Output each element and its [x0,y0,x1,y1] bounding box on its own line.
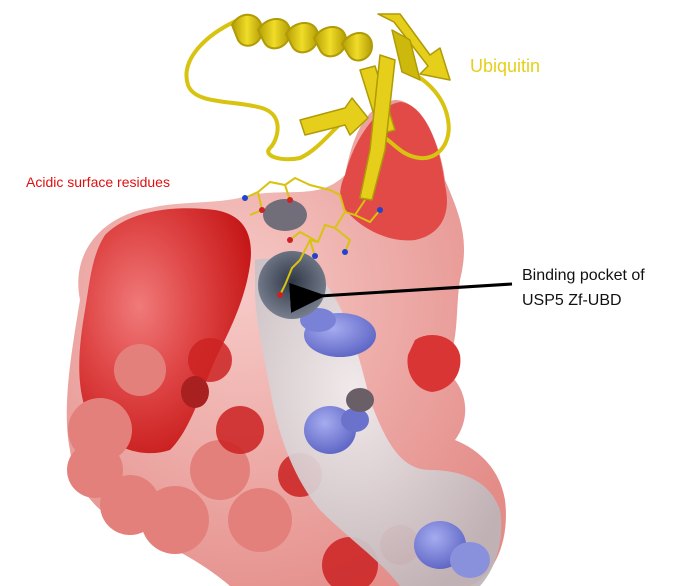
acidic-region-top [340,102,447,241]
lower-left-lobes [67,344,292,554]
atom-markers [242,195,383,298]
binding-pocket [258,251,326,319]
cavities [181,376,374,412]
ubiquitin-loop-right [378,68,451,161]
protein-surface [66,100,506,586]
label-acidic-surface: Acidic surface residues [26,174,170,190]
ubiquitin-helix [231,13,373,62]
label-binding-pocket: Binding pocket of USP5 Zf-UBD [522,263,645,313]
acidic-region-left [79,208,251,454]
ubiquitin-loop-left [184,18,302,162]
label-binding-pocket-line1: Binding pocket of [522,267,645,284]
pointer-arrow [289,282,513,313]
binding-pocket-upper [263,199,307,231]
ubiquitin-ribbon [184,13,451,201]
acidic-region-right [407,335,461,392]
basic-patches [300,308,490,578]
ubiquitin-strands [299,13,451,201]
label-ubiquitin: Ubiquitin [470,56,541,76]
label-binding-pocket-line2: USP5 Zf-UBD [522,292,622,309]
